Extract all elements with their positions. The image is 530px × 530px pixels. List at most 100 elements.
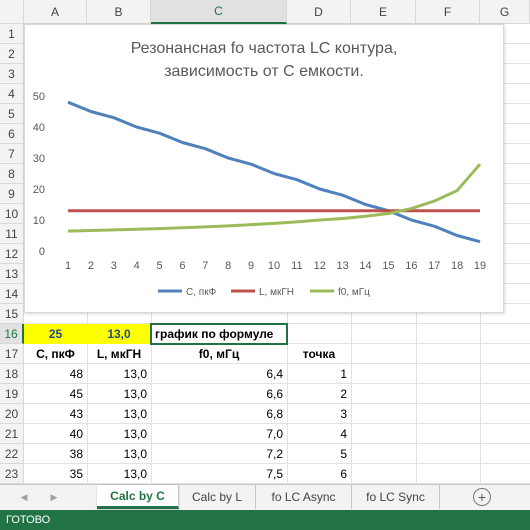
column-header-c[interactable]: C <box>151 0 287 24</box>
row-header-16[interactable]: 16 <box>0 324 24 344</box>
row-header-11[interactable]: 11 <box>0 224 24 244</box>
x-tick-label: 7 <box>202 260 208 272</box>
cell-point-value[interactable]: 3 <box>287 404 351 424</box>
row-header-14[interactable]: 14 <box>0 284 24 304</box>
row-header-17[interactable]: 17 <box>0 344 24 364</box>
cell-f0-value[interactable]: 6,8 <box>151 404 287 424</box>
cell-b16[interactable]: 13,0 <box>87 324 151 344</box>
y-tick-label: 20 <box>33 184 45 196</box>
x-tick-label: 10 <box>268 260 280 272</box>
cell-c-value[interactable]: 35 <box>24 464 87 484</box>
x-tick-label: 6 <box>179 260 185 272</box>
tab-calc-by-c[interactable]: Calc by C <box>97 485 179 509</box>
legend-label-3: f0, мГц <box>338 287 370 298</box>
row-header-13[interactable]: 13 <box>0 264 24 284</box>
cell-point-value[interactable]: 2 <box>287 384 351 404</box>
row-header-12[interactable]: 12 <box>0 244 24 264</box>
column-header-f[interactable]: F <box>416 0 480 24</box>
row-header-21[interactable]: 21 <box>0 424 24 444</box>
row-header-6[interactable]: 6 <box>0 124 24 144</box>
x-tick-label: 2 <box>88 260 94 272</box>
tab-fo-lc-sync[interactable]: fo LC Sync <box>352 485 440 509</box>
cell-l-value[interactable]: 13,0 <box>87 444 151 464</box>
x-tick-label: 16 <box>405 260 417 272</box>
column-header-a[interactable]: A <box>24 0 87 24</box>
column-header-b[interactable]: B <box>87 0 151 24</box>
row-header-10[interactable]: 10 <box>0 204 24 224</box>
cell-l-value[interactable]: 13,0 <box>87 404 151 424</box>
column-header-d[interactable]: D <box>287 0 351 24</box>
sheet-tab-bar: ◀ ▶ Calc by C Calc by L fo LC Async fo L… <box>0 484 530 510</box>
x-tick-label: 4 <box>134 260 140 272</box>
x-tick-label: 13 <box>337 260 349 272</box>
column-header-e[interactable]: E <box>351 0 416 24</box>
x-tick-label: 17 <box>428 260 440 272</box>
tab-fo-lc-async[interactable]: fo LC Async <box>256 485 352 509</box>
x-tick-label: 19 <box>474 260 486 272</box>
legend-label-1: С, пкФ <box>186 287 217 298</box>
add-sheet-icon[interactable]: + <box>473 488 491 506</box>
row-header-7[interactable]: 7 <box>0 144 24 164</box>
cell-c-value[interactable]: 45 <box>24 384 87 404</box>
cell-l-value[interactable]: 13,0 <box>87 424 151 444</box>
row-header-2[interactable]: 2 <box>0 44 24 64</box>
row-header-5[interactable]: 5 <box>0 104 24 124</box>
row-header-1[interactable]: 1 <box>0 24 24 44</box>
cell-f0-value[interactable]: 6,6 <box>151 384 287 404</box>
cell-a16[interactable]: 25 <box>24 324 87 344</box>
cell-f0-value[interactable]: 7,0 <box>151 424 287 444</box>
y-tick-label: 50 <box>33 91 45 103</box>
y-tick-label: 10 <box>33 215 45 227</box>
x-tick-label: 12 <box>314 260 326 272</box>
cell-point-value[interactable]: 1 <box>287 364 351 384</box>
y-tick-label: 30 <box>33 153 45 165</box>
row-header-9[interactable]: 9 <box>0 184 24 204</box>
cell-l-value[interactable]: 13,0 <box>87 384 151 404</box>
row-header-23[interactable]: 23 <box>0 464 24 484</box>
x-tick-label: 1 <box>65 260 71 272</box>
row-header-22[interactable]: 22 <box>0 444 24 464</box>
cell-c-value[interactable]: 43 <box>24 404 87 424</box>
header-cell-point[interactable]: точка <box>287 344 351 364</box>
series-line-1[interactable] <box>68 102 480 242</box>
row-header-3[interactable]: 3 <box>0 64 24 84</box>
row-header-15[interactable]: 15 <box>0 304 24 324</box>
row-header-8[interactable]: 8 <box>0 164 24 184</box>
active-cell-selection <box>150 323 288 345</box>
cell-point-value[interactable]: 6 <box>287 464 351 484</box>
column-header-g[interactable]: G <box>480 0 530 24</box>
x-tick-label: 11 <box>291 260 302 272</box>
x-tick-label: 8 <box>225 260 231 272</box>
cell-f0-value[interactable]: 7,5 <box>151 464 287 484</box>
y-tick-label: 40 <box>33 122 45 134</box>
cell-f0-value[interactable]: 7,2 <box>151 444 287 464</box>
cell-c-value[interactable]: 40 <box>24 424 87 444</box>
x-tick-label: 18 <box>451 260 463 272</box>
cell-c-value[interactable]: 48 <box>24 364 87 384</box>
header-cell-l[interactable]: L, мкГН <box>87 344 151 364</box>
x-tick-label: 5 <box>156 260 162 272</box>
chart-area[interactable]: Резонансная fo частота LC контура, завис… <box>24 24 504 313</box>
cell-point-value[interactable]: 4 <box>287 424 351 444</box>
cell-c-value[interactable]: 38 <box>24 444 87 464</box>
cell-point-value[interactable]: 5 <box>287 444 351 464</box>
header-cell-c[interactable]: C, пкФ <box>24 344 87 364</box>
select-all-corner[interactable] <box>0 0 24 24</box>
scroll-tabs-right-icon[interactable]: ▶ <box>44 485 64 510</box>
cell-l-value[interactable]: 13,0 <box>87 464 151 484</box>
x-tick-label: 15 <box>382 260 394 272</box>
row-header-19[interactable]: 19 <box>0 384 24 404</box>
x-tick-label: 9 <box>248 260 254 272</box>
cell-f0-value[interactable]: 6,4 <box>151 364 287 384</box>
scroll-tabs-left-icon[interactable]: ◀ <box>14 485 34 510</box>
y-tick-label: 0 <box>39 246 45 258</box>
row-header-18[interactable]: 18 <box>0 364 24 384</box>
tab-calc-by-l[interactable]: Calc by L <box>179 485 256 509</box>
row-header-4[interactable]: 4 <box>0 84 24 104</box>
cell-l-value[interactable]: 13,0 <box>87 364 151 384</box>
row-header-20[interactable]: 20 <box>0 404 24 424</box>
status-bar: ГОТОВО <box>0 510 530 530</box>
header-cell-f0[interactable]: f0, мГц <box>151 344 287 364</box>
chart-plot: 010203040501 2 3 4 5 6 7 8 9 10 11 12 13 14 15 16 17 18 19… <box>25 25 503 312</box>
status-text: ГОТОВО <box>6 514 50 526</box>
